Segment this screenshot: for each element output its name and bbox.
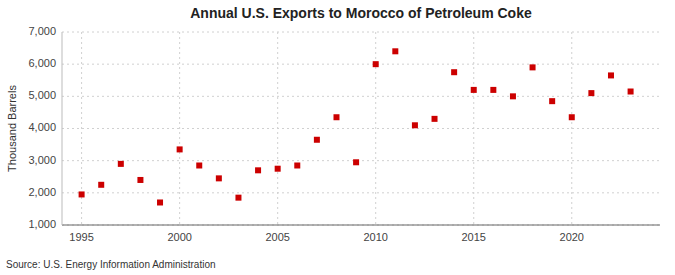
point (412, 122, 418, 128)
point (294, 162, 300, 168)
y-grid-line (62, 192, 660, 193)
x-grid-line (179, 32, 180, 225)
y-tick-label: 5,000 (28, 89, 56, 101)
x-tick-label: 2005 (265, 231, 289, 243)
y-tick-label: 3,000 (28, 154, 56, 166)
point (177, 146, 183, 152)
point (549, 98, 555, 104)
axes: 1,000 2,000 3,000 4,000 5,000 6,000 7,000 1995 2… (28, 25, 660, 243)
y-grid-line (62, 32, 660, 33)
point (392, 48, 398, 54)
point (333, 114, 339, 120)
x-grid-line (473, 32, 474, 225)
x-grid-line (277, 32, 278, 225)
point (510, 93, 516, 99)
points (79, 48, 634, 205)
point (157, 199, 163, 205)
y-tick-label: 4,000 (28, 121, 56, 133)
x-tick-label: 2015 (461, 231, 485, 243)
x-grid-line (375, 32, 376, 225)
point (255, 167, 261, 173)
x-axis-line (62, 225, 660, 226)
title: Annual U.S. Exports to Morocco of Petrol… (190, 5, 532, 21)
point (216, 175, 222, 181)
y-tick-label: 7,000 (28, 25, 56, 37)
source-note: Source: U.S. Energy Information Administ… (6, 259, 216, 270)
y-grid-line (62, 160, 660, 161)
point (432, 116, 438, 122)
point (275, 166, 281, 172)
point (196, 162, 202, 168)
point (373, 61, 379, 67)
y-tick-label: 2,000 (28, 186, 56, 198)
point (137, 177, 143, 183)
x-tick-label: 2010 (363, 231, 387, 243)
point (569, 114, 575, 120)
y-grid-line (62, 96, 660, 97)
chart: 1,000 2,000 3,000 4,000 5,000 6,000 7,000 1995 2… (0, 0, 675, 275)
point (490, 87, 496, 93)
point (314, 137, 320, 143)
x-grid-line (571, 32, 572, 225)
y-tick-label: 6,000 (28, 57, 56, 69)
point (451, 69, 457, 75)
point (353, 159, 359, 165)
point (588, 90, 594, 96)
grid (62, 32, 660, 225)
y-axis-line (62, 32, 63, 225)
y-axis-label: Thousand Barrels (6, 85, 18, 172)
y-tick-label: 1,000 (28, 218, 56, 230)
x-tick-label: 2000 (167, 231, 191, 243)
point (471, 87, 477, 93)
point (530, 64, 536, 70)
point (628, 89, 634, 95)
point (79, 191, 85, 197)
x-tick-label: 1995 (69, 231, 93, 243)
y-grid-line (62, 64, 660, 65)
point (608, 72, 614, 78)
point (235, 195, 241, 201)
x-tick-label: 2020 (560, 231, 584, 243)
point (98, 182, 104, 188)
y-grid-line (62, 225, 660, 226)
y-grid-line (62, 128, 660, 129)
point (118, 161, 124, 167)
